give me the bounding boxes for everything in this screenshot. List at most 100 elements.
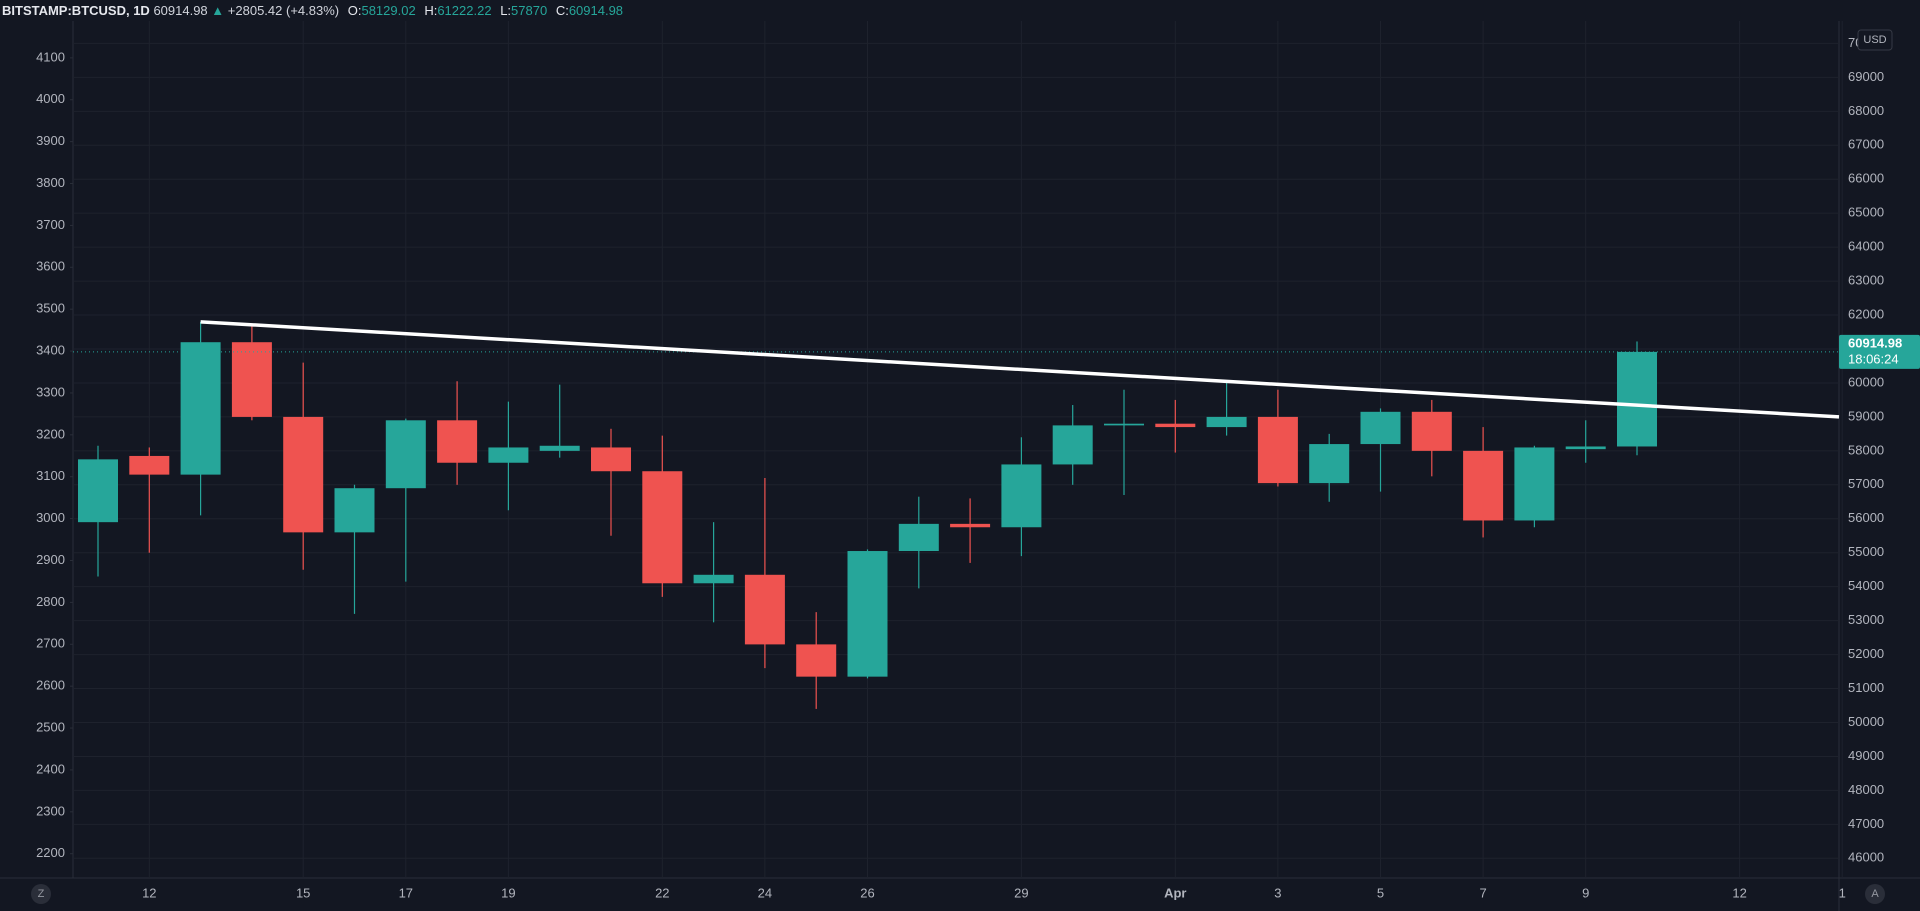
candle-body	[1514, 447, 1555, 521]
x-tick-label: 1	[1839, 885, 1846, 900]
candle-body	[642, 471, 683, 584]
y2-tick-label: 63000	[1848, 273, 1884, 288]
y-tick-label: 2900	[36, 552, 65, 567]
candle-body	[744, 574, 785, 645]
x-tick-label: Apr	[1164, 885, 1186, 900]
candle-body	[539, 445, 580, 451]
candle-body	[1309, 444, 1350, 484]
candle-body	[1463, 450, 1504, 521]
candle-body	[129, 455, 170, 475]
open-label: O:	[347, 3, 362, 18]
y-tick-label: 3700	[36, 217, 65, 232]
candle-body	[1104, 423, 1144, 426]
candle-body	[78, 459, 118, 523]
candle-body	[591, 447, 631, 472]
y2-tick-label: 49000	[1848, 748, 1884, 763]
y-tick-label: 2300	[36, 803, 65, 818]
candle-body	[1155, 423, 1196, 428]
currency-label: USD	[1863, 34, 1886, 46]
y2-tick-label: 65000	[1848, 205, 1884, 220]
auto-scale-button[interactable]: A	[1865, 884, 1885, 904]
x-tick-label: 12	[1732, 885, 1746, 900]
y2-tick-label: 51000	[1848, 680, 1884, 695]
y2-tick-label: 67000	[1848, 137, 1884, 152]
y-tick-label: 4100	[36, 49, 65, 64]
x-tick-label: 26	[860, 885, 874, 900]
y2-tick-label: 69000	[1848, 69, 1884, 84]
legend-header: BITSTAMP:BTCUSD, 1D 60914.98 ▲ +2805.42 …	[0, 0, 623, 21]
candle-body	[283, 416, 324, 533]
low-value: 57870	[511, 3, 548, 18]
countdown-label: 18:06:24	[1848, 351, 1899, 366]
y-tick-label: 3000	[36, 510, 65, 525]
y2-tick-label: 55000	[1848, 544, 1884, 559]
currency-badge	[1857, 29, 1893, 51]
y-tick-label: 3500	[36, 301, 65, 316]
candle-body	[1052, 425, 1093, 465]
y2-tick-label: 64000	[1848, 239, 1884, 254]
candle-body	[693, 574, 734, 584]
x-tick-label: 12	[142, 885, 156, 900]
y2-tick-label: 58000	[1848, 442, 1884, 457]
candle-body	[898, 523, 939, 552]
candle-body	[1001, 464, 1042, 528]
candle-body	[1206, 416, 1247, 428]
y2-tick-label: 66000	[1848, 171, 1884, 186]
y2-tick-label: 68000	[1848, 103, 1884, 118]
y-tick-label: 3400	[36, 343, 65, 358]
candle-body	[1257, 416, 1298, 484]
x-tick-label: 3	[1274, 885, 1281, 900]
y2-tick-label: 57000	[1848, 476, 1884, 491]
y2-tick-label: 59000	[1848, 408, 1884, 423]
candle-body	[950, 523, 991, 528]
candle-body	[231, 342, 272, 417]
change: +2805.42 (+4.83%)	[227, 3, 340, 18]
y2-tick-label: 52000	[1848, 646, 1884, 661]
close-value: 60914.98	[568, 3, 624, 18]
last-price: 60914.98	[153, 3, 208, 18]
y2-tick-label: 54000	[1848, 578, 1884, 593]
candle-body	[1360, 411, 1401, 445]
y2-tick-label: 56000	[1848, 510, 1884, 525]
candle-body	[180, 342, 221, 475]
y2-tick-label: 46000	[1848, 850, 1884, 865]
y2-tick-label: 47000	[1848, 816, 1884, 831]
y-tick-label: 3100	[36, 468, 65, 483]
x-tick-label: 19	[501, 885, 515, 900]
candle-body	[847, 551, 888, 677]
x-tick-label: 29	[1014, 885, 1028, 900]
y2-tick-label: 50000	[1848, 714, 1884, 729]
x-tick-label: 15	[296, 885, 310, 900]
x-tick-label: 9	[1582, 885, 1589, 900]
y-tick-label: 3300	[36, 384, 65, 399]
y-tick-label: 2400	[36, 761, 65, 776]
y2-tick-label: 60000	[1848, 374, 1884, 389]
y-tick-label: 2800	[36, 594, 65, 609]
x-tick-label: 7	[1479, 885, 1486, 900]
high-label: H:	[424, 3, 438, 18]
candle-body	[1565, 446, 1606, 450]
candle-body	[488, 447, 529, 463]
y-tick-label: 2700	[36, 636, 65, 651]
high-value: 61222.22	[437, 3, 492, 18]
y-tick-label: 2600	[36, 678, 65, 693]
candle-body	[385, 420, 426, 489]
candle-body	[1617, 351, 1657, 447]
low-label: L:	[500, 3, 512, 18]
y2-tick-label: 53000	[1848, 612, 1884, 627]
x-tick-label: 5	[1377, 885, 1384, 900]
y2-tick-label: 62000	[1848, 306, 1884, 321]
reset-button[interactable]: Z	[31, 884, 51, 904]
y-tick-label: 3600	[36, 259, 65, 274]
close-label: C:	[555, 3, 569, 18]
y-tick-label: 2200	[36, 845, 65, 860]
change-arrow: ▲	[211, 3, 225, 18]
candle-body	[334, 488, 375, 533]
candle-body	[796, 644, 837, 677]
price-label-box	[1839, 334, 1920, 369]
x-tick-label: 24	[758, 885, 772, 900]
y2-tick-label: 48000	[1848, 782, 1884, 797]
price-label: 60914.98	[1848, 335, 1902, 350]
y-tick-label: 3900	[36, 133, 65, 148]
